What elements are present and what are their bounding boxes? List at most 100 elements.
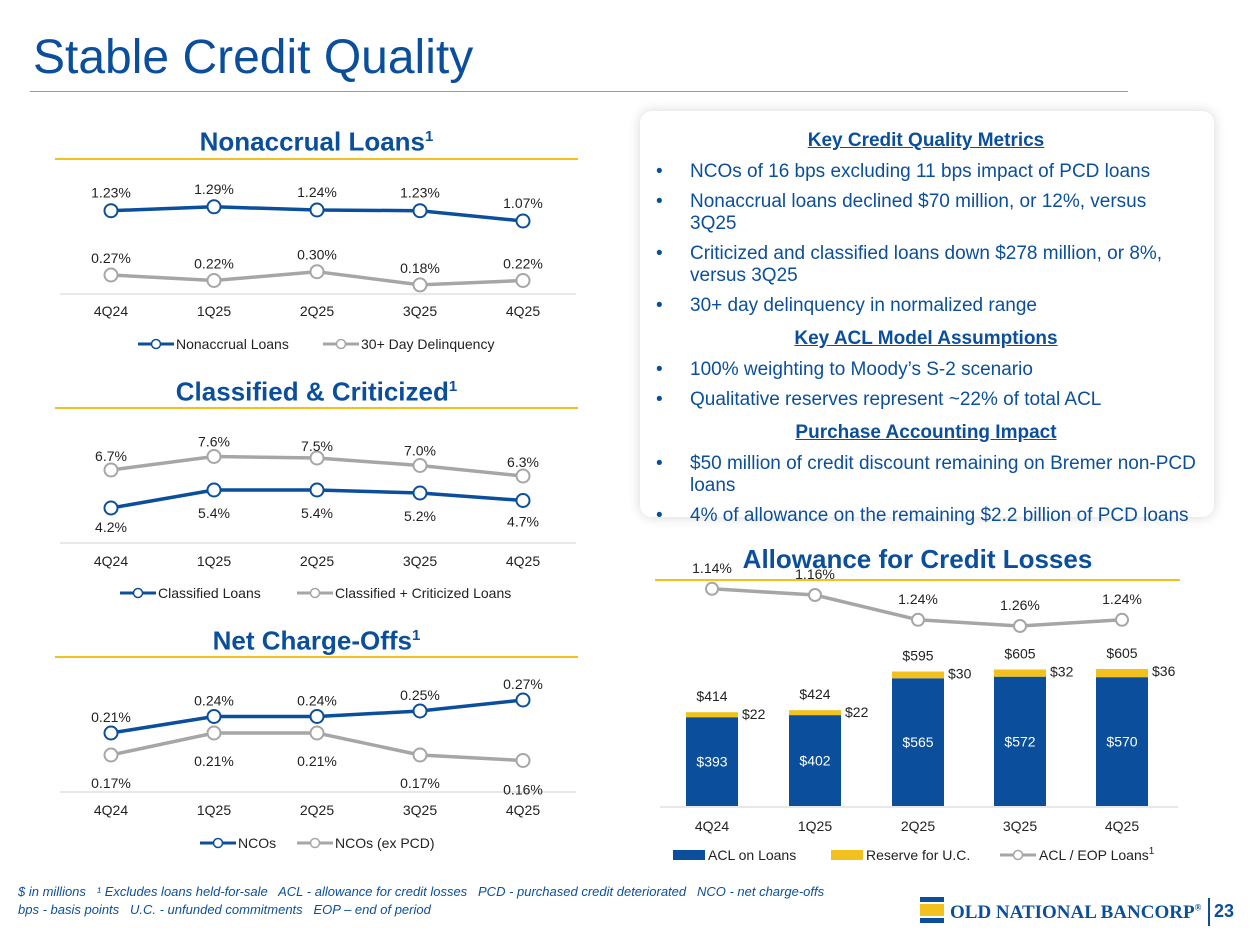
data-point xyxy=(515,493,531,508)
x-tick-label: 4Q24 xyxy=(94,553,128,569)
title-divider xyxy=(30,91,1128,92)
x-tick-label: 2Q25 xyxy=(300,802,334,818)
bullet-marker: • xyxy=(656,453,663,474)
data-point xyxy=(412,277,428,293)
data-point xyxy=(206,709,222,724)
data-label: 1.16% xyxy=(795,566,835,582)
footnote: $ in millions ¹ Excludes loans held-for-… xyxy=(18,883,824,919)
chart-title-underline xyxy=(55,656,578,658)
x-tick-label: 3Q25 xyxy=(403,802,437,818)
data-point xyxy=(103,747,119,763)
key-metrics-panel: Key Credit Quality Metrics • NCOs of 16 b… xyxy=(640,111,1214,526)
legend-label: ACL on Loans xyxy=(708,847,796,863)
data-point xyxy=(1115,612,1129,627)
data-point xyxy=(808,588,822,602)
data-label: 1.29% xyxy=(194,181,234,197)
bar-value-label: $572 xyxy=(1004,733,1035,749)
x-tick-label: 4Q24 xyxy=(94,802,128,818)
data-point xyxy=(309,450,325,466)
metrics-bullet-text: Nonaccrual loans declined $70 million, o… xyxy=(690,191,1147,234)
metrics-bullet: • Qualitative reserves represent ~22% of … xyxy=(656,389,1196,411)
bar-reserve-uc xyxy=(892,671,944,679)
data-label: 0.24% xyxy=(297,693,337,709)
metrics-bullet-text: $50 million of credit discount remaining… xyxy=(690,453,1196,496)
bar-acl-on-loans xyxy=(994,676,1046,806)
x-tick-label: 1Q25 xyxy=(197,802,231,818)
chart-title-acl-text: Allowance for Credit Losses xyxy=(742,544,1093,574)
metrics-heading-credit-quality: Key Credit Quality Metrics xyxy=(807,130,1045,151)
data-label: 5.2% xyxy=(404,508,436,524)
data-point xyxy=(206,725,222,741)
bullet-marker: • xyxy=(656,359,663,380)
bank-name: OLD NATIONAL BANCORP® xyxy=(950,902,1201,924)
bullet-marker: • xyxy=(656,505,663,526)
bullet-marker: • xyxy=(656,389,663,410)
data-label: 1.07% xyxy=(503,195,543,211)
x-tick-label: 3Q25 xyxy=(403,553,437,569)
data-point xyxy=(412,458,428,473)
legend-label: ACL / EOP Loans1 xyxy=(1039,846,1155,863)
bar-value-label: $393 xyxy=(696,754,727,770)
data-label: 0.27% xyxy=(503,676,543,692)
data-label: 5.4% xyxy=(301,505,333,521)
data-label: 1.23% xyxy=(400,185,440,201)
data-label: 7.6% xyxy=(198,434,230,450)
metrics-heading-acl-assumptions: Key ACL Model Assumptions xyxy=(794,328,1058,349)
bar-value-label: $32 xyxy=(1050,664,1074,680)
chart-title-ncos-footnote: 1 xyxy=(412,627,421,644)
metrics-bullet-text: 30+ day delinquency in normalized range xyxy=(690,295,1037,316)
data-label: 0.22% xyxy=(194,256,234,272)
data-point xyxy=(309,482,325,498)
x-tick-label: 4Q24 xyxy=(94,303,128,319)
data-label: 5.4% xyxy=(198,505,230,521)
x-tick-label: 2Q25 xyxy=(901,818,935,834)
x-tick-label: 2Q25 xyxy=(300,303,334,319)
chart-title-classified-text: Classified & Criticized xyxy=(175,376,449,407)
data-label: 6.3% xyxy=(507,454,539,470)
metrics-bullet-text: 4% of allowance on the remaining $2.2 bi… xyxy=(690,505,1189,526)
footnote-line-2: bps - basis points U.C. - unfunded commi… xyxy=(18,902,431,917)
bank-logo-icon xyxy=(920,897,944,923)
data-label: 6.7% xyxy=(95,448,127,464)
metrics-bullet-text: 100% weighting to Moody’s S-2 scenario xyxy=(690,359,1033,380)
data-point xyxy=(206,273,222,288)
bar-acl-on-loans xyxy=(892,678,944,806)
data-point xyxy=(515,273,531,288)
data-point xyxy=(412,485,428,501)
bar-total-label: $595 xyxy=(902,648,933,664)
page-title: Stable Credit Quality xyxy=(33,31,474,84)
legend-label: Classified + Criticized Loans xyxy=(335,585,511,601)
bar-value-label: $570 xyxy=(1106,734,1137,750)
bar-acl-on-loans xyxy=(686,717,738,806)
data-point xyxy=(515,753,531,768)
legend-marker xyxy=(335,338,347,350)
metrics-bullet-text: Criticized and classified loans down $27… xyxy=(690,243,1163,286)
data-label: 1.24% xyxy=(1102,591,1142,607)
data-label: 1.24% xyxy=(297,184,337,200)
chart-title-classified: Classified & Criticized1 xyxy=(55,372,578,407)
data-point xyxy=(206,449,222,464)
chart-title-nonaccrual: Nonaccrual Loans1 xyxy=(55,122,578,157)
bar-reserve-uc xyxy=(994,669,1046,677)
legend-marker xyxy=(309,837,321,849)
data-label: 1.14% xyxy=(692,560,732,576)
x-tick-label: 4Q24 xyxy=(695,818,729,834)
chart-title-ncos-text: Net Charge-Offs xyxy=(212,625,412,656)
legend-marker xyxy=(132,587,144,599)
bar-acl-on-loans xyxy=(789,715,841,806)
metrics-heading-purchase-accounting: Purchase Accounting Impact xyxy=(795,422,1057,443)
chart-title-acl: Allowance for Credit Losses xyxy=(655,544,1180,574)
legend-marker xyxy=(309,587,321,599)
bar-value-label: $30 xyxy=(948,666,972,682)
chart-title-classified-footnote: 1 xyxy=(448,378,458,395)
chart-title-underline xyxy=(55,158,578,160)
data-point xyxy=(309,709,325,724)
logo-divider xyxy=(1208,898,1210,926)
legend-label: NCOs (ex PCD) xyxy=(335,835,435,851)
x-tick-label: 4Q25 xyxy=(506,553,540,569)
data-point xyxy=(206,482,222,498)
data-label: 0.25% xyxy=(400,687,440,703)
data-point xyxy=(309,725,325,741)
metrics-bullet-text: NCOs of 16 bps excluding 11 bps impact o… xyxy=(690,161,1151,182)
